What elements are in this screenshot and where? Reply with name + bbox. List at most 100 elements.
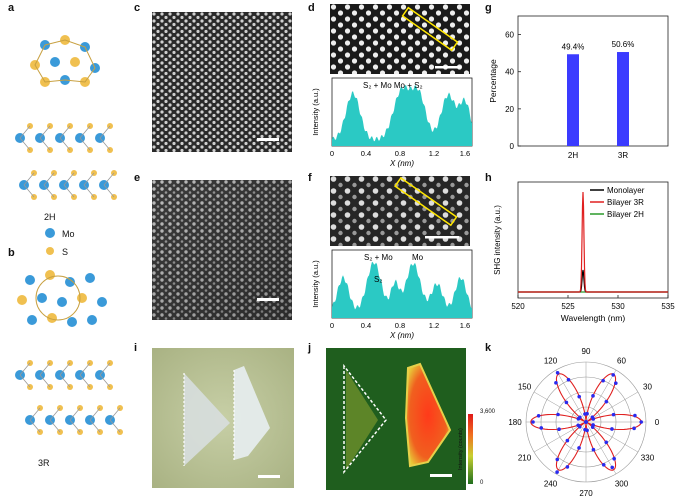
profile-d-annotation: S₂ + Mo Mo + S₂ [363, 81, 423, 90]
bond [79, 362, 91, 376]
bond [69, 419, 81, 433]
bond [19, 362, 31, 376]
profile-f-annotation-2: Mo [412, 253, 424, 262]
angle-tick-label: 180 [508, 418, 522, 427]
x-axis-label: Wavelength (nm) [561, 313, 626, 323]
bond [49, 407, 61, 421]
profile-f-annotation-1: S₂ + Mo [364, 253, 393, 262]
panel-label-k: k [485, 342, 492, 354]
stem-image-2h [152, 12, 292, 152]
data-point [639, 420, 643, 424]
scale-bar [257, 298, 279, 301]
series-line [518, 191, 668, 293]
bond [19, 374, 31, 388]
atom [47, 313, 57, 323]
data-label: 49.4% [562, 42, 585, 51]
bond [79, 137, 91, 151]
legend-s-label: S [62, 247, 69, 257]
bond [49, 419, 61, 433]
bond [59, 362, 71, 376]
bond [89, 407, 101, 421]
plot-frame [517, 181, 669, 299]
angle-tick-label: 0 [655, 418, 660, 427]
legend-label: Bilayer 3R [607, 198, 644, 207]
series-line [518, 269, 668, 293]
stem-zoom-f [330, 176, 470, 246]
panel-label-c: c [134, 2, 141, 14]
profile-f-ylabel: Intensity (a.u.) [311, 260, 320, 308]
legend-label: Bilayer 2H [607, 210, 644, 219]
colorbar [468, 414, 473, 484]
colorbar-label: Intensity (counts) [458, 428, 464, 470]
profile-d-tick: 0.8 [395, 149, 405, 158]
bond [79, 125, 91, 139]
panel-label-g: g [485, 2, 492, 14]
bond [29, 419, 41, 433]
stem-image-3r [152, 180, 292, 320]
y-axis-label: Percentage [488, 59, 498, 103]
bond [99, 125, 111, 139]
grid-spoke [533, 421, 587, 453]
data-point [610, 465, 615, 470]
bond [39, 362, 51, 376]
scale-bar [257, 138, 279, 141]
grid-spoke [585, 421, 639, 453]
angle-tick-label: 30 [643, 383, 652, 392]
bar-chart-g: 0 20 40 60 Percentage 49.4% 2H 50.6% 3R [488, 15, 669, 160]
x-tick-label: 530 [611, 302, 625, 311]
bar [567, 54, 579, 146]
data-point [604, 440, 609, 445]
atom [27, 315, 37, 325]
plot-frame [517, 15, 669, 147]
data-point [556, 412, 560, 417]
panel-label-e: e [134, 172, 141, 184]
bond [99, 137, 111, 151]
angle-tick-label: 120 [544, 357, 558, 366]
data-point [612, 456, 616, 461]
data-point [577, 394, 582, 399]
panel-label-i: i [134, 342, 138, 354]
intensity-profile-d: Intensity (a.u.) S₂ + Mo Mo + S₂ 0 0.4 0… [311, 77, 473, 168]
bond [39, 125, 51, 139]
bond [19, 137, 31, 151]
bond [59, 125, 71, 139]
profile-d-tick: 1.2 [429, 149, 439, 158]
panel-label-f: f [308, 172, 312, 184]
data-point [566, 377, 571, 382]
data-point [555, 371, 560, 375]
panel-label-j: j [308, 342, 312, 354]
atom [25, 275, 35, 285]
angle-tick-label: 240 [544, 479, 558, 488]
panel-label-h: h [485, 172, 492, 184]
bond [99, 374, 111, 388]
y-tick-label: 0 [510, 142, 515, 151]
profile-d-ylabel: Intensity (a.u.) [311, 88, 320, 136]
data-point [591, 423, 595, 427]
data-point [585, 428, 589, 433]
data-point [555, 470, 559, 474]
data-point [583, 412, 587, 416]
data-point [584, 420, 588, 424]
atom [17, 295, 27, 305]
grid-spoke [585, 391, 639, 423]
atom [57, 297, 67, 307]
bond [43, 172, 55, 186]
data-point [591, 447, 596, 452]
y-tick-label: 40 [505, 68, 514, 77]
x-tick-label: 525 [561, 302, 575, 311]
profile-f-tick: 1.6 [460, 321, 470, 330]
data-point [555, 457, 560, 462]
data-point [604, 399, 609, 404]
data-point [591, 394, 595, 398]
profile-f-tick: 0.4 [361, 321, 371, 330]
bar [617, 52, 629, 146]
data-point [577, 446, 581, 450]
x-tick-label: 535 [661, 302, 675, 311]
angle-tick-label: 330 [641, 454, 655, 463]
data-point [557, 427, 561, 432]
bond [34, 39, 96, 83]
grid-spoke [555, 369, 587, 423]
data-point [576, 417, 581, 421]
bond [29, 407, 41, 421]
data-point [611, 412, 616, 417]
